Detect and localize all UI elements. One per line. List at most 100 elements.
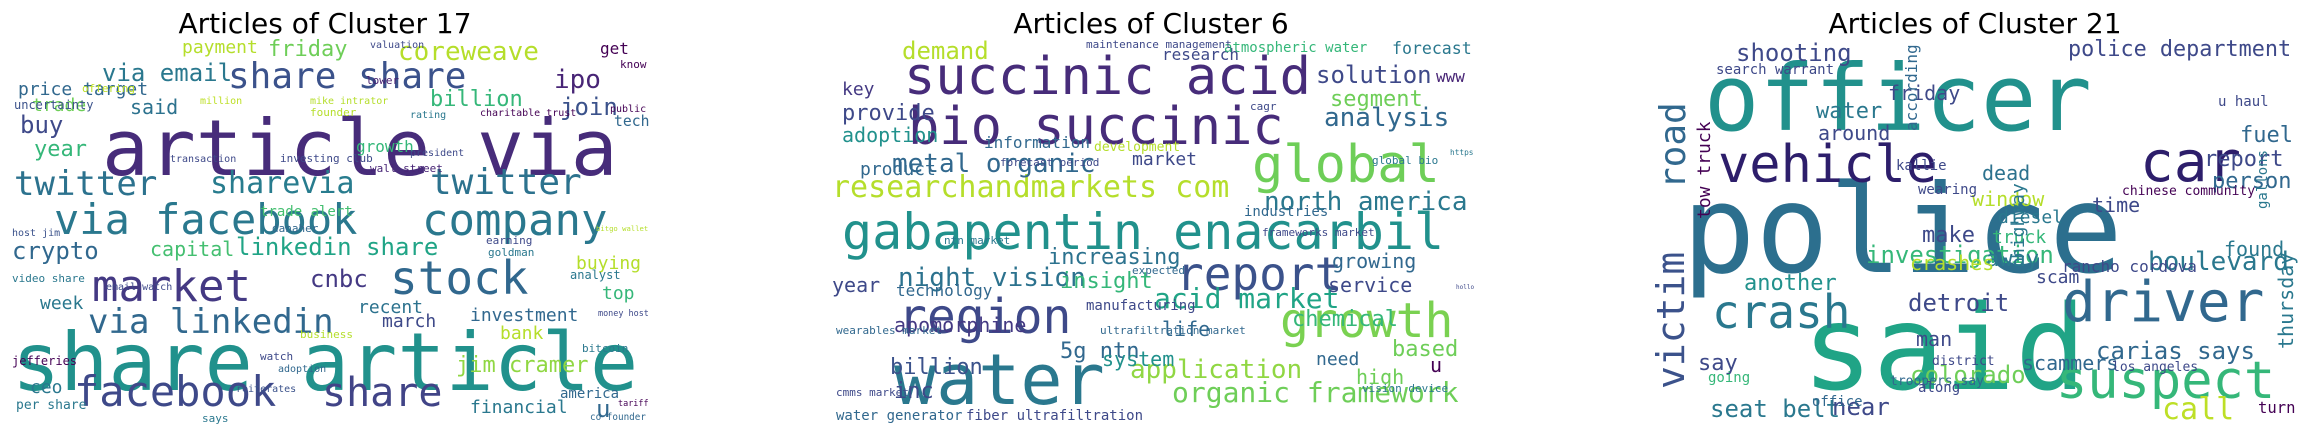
cloud-word: suspect bbox=[2056, 351, 2276, 411]
cloud-word: rating bbox=[410, 110, 447, 121]
cloud-word: 5g ntn bbox=[1060, 339, 1140, 364]
cloud-word: earning bbox=[486, 234, 533, 247]
cloud-word: acid market bbox=[1154, 282, 1340, 315]
cloud-word: linkedin share bbox=[236, 233, 439, 261]
cloud-word: turn bbox=[2258, 399, 2296, 417]
cloud-word: police department bbox=[2068, 39, 2292, 62]
cloud-word: detroit bbox=[1908, 289, 2010, 317]
cloud-word: window bbox=[1972, 187, 2045, 211]
cloud-word: global bbox=[1252, 135, 1440, 195]
cloud-word: wearables market bbox=[836, 324, 942, 337]
cloud-word: cnbc bbox=[310, 265, 368, 293]
cloud-word: per share bbox=[16, 398, 87, 413]
cloud-word: billion bbox=[890, 355, 983, 380]
cloud-word: money host bbox=[598, 308, 649, 318]
cloud-word: bitcoin bbox=[582, 342, 629, 355]
cloud-word: succinic acid bbox=[904, 47, 1311, 107]
cloud-word: report bbox=[1176, 247, 1343, 301]
cloud-word: los angeles bbox=[2112, 360, 2199, 375]
cloud-word: inc bbox=[894, 379, 934, 404]
cloud-word: rancho cordova bbox=[2062, 257, 2197, 276]
cloud-word: industries bbox=[1244, 204, 1329, 220]
cloud-word: increasing bbox=[1048, 245, 1181, 270]
cloud-word: tech bbox=[614, 113, 650, 130]
cloud-word: need bbox=[1316, 349, 1360, 370]
cloud-word: goldman bbox=[488, 246, 535, 259]
cloud-word: key bbox=[842, 79, 875, 100]
cloud-word: application bbox=[1130, 355, 1303, 385]
cloud-word: thursday bbox=[2274, 252, 2298, 349]
cloud-word: jefferies bbox=[12, 354, 78, 368]
cloud-word: lower bbox=[366, 74, 400, 87]
cloud-word: person bbox=[2212, 169, 2292, 194]
cloud-word: cagr bbox=[1250, 100, 1277, 113]
cloud-word: vision device bbox=[1362, 382, 1449, 395]
panel-title: Articles of Cluster 6 bbox=[1013, 7, 1289, 40]
cloud-word: founder bbox=[310, 106, 357, 119]
cloud-word: article via bbox=[102, 104, 618, 194]
cloud-word: according bbox=[1902, 44, 1921, 131]
cloud-word: high bbox=[1356, 365, 1405, 389]
cloud-word: insight bbox=[1060, 269, 1153, 294]
cloud-word: near bbox=[1832, 393, 1890, 421]
cloud-word: business bbox=[300, 328, 353, 341]
cloud-word: truck bbox=[1992, 227, 2047, 248]
cloud-word: dead bbox=[1982, 161, 2031, 185]
cloud-word: financial bbox=[470, 397, 568, 418]
cloud-word: recent bbox=[358, 297, 424, 318]
cloud-word: research bbox=[1162, 45, 1240, 64]
cloud-word: technology bbox=[896, 281, 993, 300]
cloud-word: analyst bbox=[570, 268, 621, 282]
cloud-word: investigation bbox=[1866, 241, 2054, 269]
cloud-word: road bbox=[1653, 102, 1694, 189]
cloud-word: found bbox=[2224, 237, 2285, 261]
cloud-word: crypto bbox=[12, 237, 99, 265]
cloud-word: top bbox=[602, 283, 635, 304]
cloud-word: forecast period bbox=[1000, 156, 1100, 169]
cloud-word: region bbox=[898, 289, 1072, 345]
cloud-word: friday bbox=[1888, 81, 1961, 105]
cloud-word: uncertainty bbox=[14, 98, 94, 112]
cloud-word: bitgo wallet bbox=[596, 224, 649, 233]
cloud-word: via facebook bbox=[54, 195, 358, 244]
cloud-word: expected bbox=[1132, 264, 1185, 277]
cloud-word: manufacturing bbox=[1086, 298, 1196, 314]
cloud-word: tariff bbox=[618, 398, 649, 408]
cloud-word: trade alert bbox=[260, 204, 353, 220]
cloud-word: twitter bbox=[14, 164, 158, 204]
cloud-word: price target bbox=[18, 79, 149, 100]
cloud-word: search warrant bbox=[1716, 62, 1835, 78]
cloud-word: coreweave bbox=[398, 39, 539, 67]
cloud-word: district bbox=[1932, 354, 1995, 369]
cloud-word: atmospheric water bbox=[1224, 40, 1368, 56]
cloud-word: bio succinic bbox=[908, 97, 1284, 157]
cloud-word: valuation bbox=[370, 40, 425, 51]
cloud-word: analysis bbox=[1324, 103, 1450, 133]
cloud-word: said bbox=[130, 95, 179, 119]
cloud-word: water bbox=[1816, 99, 1883, 124]
cloud-word: life bbox=[1162, 317, 1211, 341]
cloud-word: growing bbox=[1332, 249, 1417, 273]
cloud-word: victim bbox=[1652, 251, 1693, 389]
cloud-word: crashes bbox=[1910, 251, 1995, 275]
panel-title: Articles of Cluster 17 bbox=[178, 7, 472, 40]
cloud-word: highway bbox=[2008, 183, 2029, 259]
cloud-word: adoption bbox=[278, 364, 327, 375]
cloud-word: market bbox=[1132, 149, 1198, 170]
cloud-word: offering bbox=[82, 82, 135, 95]
panel-title: Articles of Cluster 21 bbox=[1828, 7, 2122, 40]
cloud-word: apomorphine bbox=[894, 313, 1027, 337]
cloud-word: growth bbox=[356, 137, 414, 156]
cloud-word: report bbox=[2204, 147, 2284, 172]
cloud-word: watch bbox=[260, 350, 294, 363]
cloud-word: metal organic bbox=[892, 149, 1096, 179]
cloud-word: say bbox=[1698, 351, 1738, 376]
cloud-word: u bbox=[596, 395, 611, 423]
cloud-word: around bbox=[1818, 121, 1891, 145]
cloud-word: market bbox=[92, 261, 251, 312]
cloud-word: frameworks market bbox=[1262, 226, 1375, 239]
cloud-word: ultrafiltration market bbox=[1100, 324, 1246, 337]
cloud-word: away bbox=[1986, 247, 2039, 272]
cloud-word: gabapentin enacarbil bbox=[842, 203, 1445, 261]
cloud-word: says bbox=[202, 412, 229, 425]
